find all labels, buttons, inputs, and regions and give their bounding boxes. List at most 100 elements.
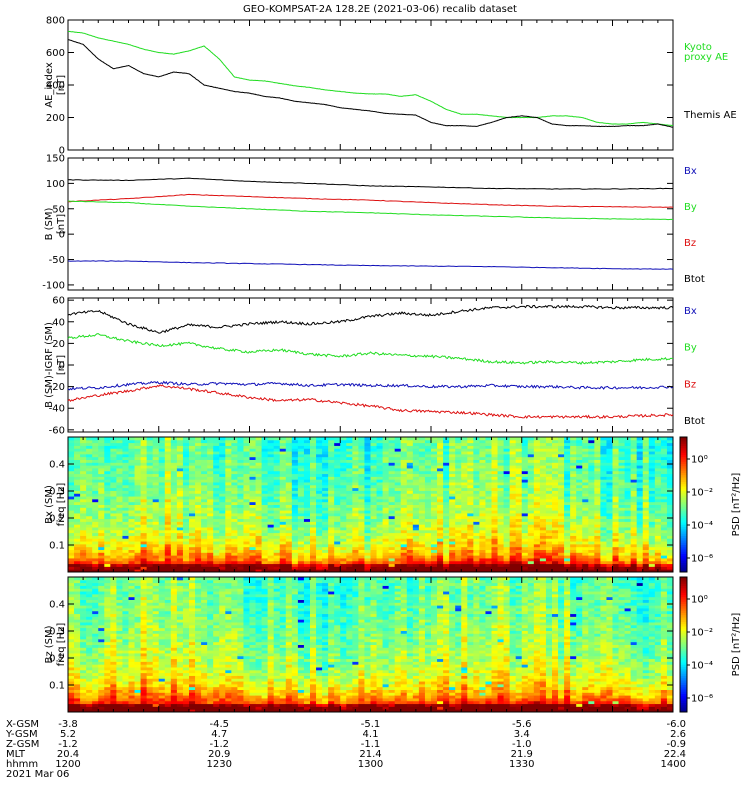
y-tick-label: 50 <box>52 204 65 215</box>
y-tick-label: 0.4 <box>49 460 65 471</box>
colorbar-label: PSD [nT²/Hz] <box>731 613 742 677</box>
orbit-row-label: MLT <box>6 749 26 760</box>
orbit-value: 4.1 <box>363 729 379 740</box>
y-tick-label: 0.2 <box>49 654 65 665</box>
orbit-value: -4.5 <box>209 719 229 730</box>
orbit-value: 1400 <box>661 759 686 770</box>
y-tick-label: 600 <box>46 48 65 59</box>
y-tick-label: -100 <box>42 280 65 291</box>
orbit-value: 3.4 <box>514 729 530 740</box>
colorbar-tick-label: 10⁻⁴ <box>691 521 713 532</box>
orbit-value: 20.4 <box>57 749 79 760</box>
series-line-bx <box>67 260 674 270</box>
y-tick-label: 400 <box>46 81 65 92</box>
plot-frame <box>67 19 674 151</box>
orbit-value: 5.2 <box>60 729 76 740</box>
orbit-value: 1230 <box>207 759 232 770</box>
y-tick-label: -40 <box>49 404 65 415</box>
y-tick-label: -20 <box>49 382 65 393</box>
y-tick-label: 0.1 <box>49 681 65 692</box>
orbit-value: 20.9 <box>208 749 230 760</box>
spectrogram-cells <box>68 437 674 573</box>
colorbar-tick-label: 10⁻² <box>691 488 713 499</box>
y-axis-unit: [nT] <box>56 355 67 375</box>
colorbar-tick-label: 10⁻⁶ <box>691 694 713 705</box>
orbit-value: -5.1 <box>361 719 381 730</box>
orbit-row-label: hhmm <box>6 759 38 770</box>
series-line-bz <box>67 384 674 419</box>
y-tick-label: 0.4 <box>49 600 65 611</box>
orbit-row-label: Y-GSM <box>5 729 38 740</box>
panel-bsm: -100 -50 0 50 100 150 B (SM) [nT] Bx By Bz Btot <box>42 154 705 292</box>
y-tick-label: 40 <box>52 317 65 328</box>
legend-btot: Btot <box>684 416 705 427</box>
orbit-row-label: Z-GSM <box>6 739 39 750</box>
panel-bigrf: -60 -40 -20 0 20 40 60 B (SM)-IGRF (SM) [nT] Bx By… <box>44 296 705 437</box>
y-tick-label: 0 <box>59 230 65 241</box>
series-line-kyoto-proxy-ae <box>67 30 674 127</box>
orbit-value: 21.9 <box>511 749 533 760</box>
y-tick-label: 800 <box>46 16 65 27</box>
y-tick-label: 0.3 <box>49 487 65 498</box>
y-tick-label: 60 <box>52 296 65 307</box>
legend-kyoto-proxy-ae: Kyoto <box>684 42 712 53</box>
colorbar-tick-label: 10⁻⁴ <box>691 661 713 672</box>
series-line-btot <box>67 177 674 190</box>
orbit-value: 21.4 <box>359 749 381 760</box>
y-tick-label: 200 <box>46 113 65 124</box>
chart-title: GEO-KOMPSAT-2A 128.2E (2021-03-06) recal… <box>243 4 517 15</box>
orbit-value: -6.0 <box>666 719 686 730</box>
y-axis-label: AE_index <box>44 62 55 108</box>
series-line-by <box>67 333 674 365</box>
colorbar-tick-label: 10⁻² <box>691 628 713 639</box>
legend-by: By <box>684 343 697 354</box>
y-axis-unit: freq [Hz] <box>56 623 67 667</box>
legend-by: By <box>684 202 697 213</box>
colorbar-tick-label: 10⁰ <box>691 595 708 606</box>
series-line-by <box>67 200 673 221</box>
legend-bz: Bz <box>684 379 696 390</box>
colorbar-frame <box>679 576 688 713</box>
date-label: 2021 Mar 06 <box>6 769 69 780</box>
y-tick-label: 0.2 <box>49 514 65 525</box>
colorbar-frame <box>679 436 688 573</box>
y-tick-label: 0.3 <box>49 627 65 638</box>
series-line-bz <box>68 193 674 208</box>
colorbar: 10⁰ 10⁻² 10⁻⁴ 10⁻⁶ PSD [nT²/Hz] <box>679 436 742 573</box>
orbit-table: X-GSM -3.8 -4.5 -5.1 -5.6 -6.0 Y-GSM 5.2 4.7 4.1 3… <box>5 719 686 780</box>
y-axis-unit: [nT] <box>56 75 67 95</box>
y-axis-label: B (SM) <box>44 207 55 240</box>
legend-btot: Btot <box>684 274 705 285</box>
plot-frame <box>67 157 674 291</box>
orbit-value: 1330 <box>509 759 534 770</box>
panel-bx_spec: 0.10.20.30.4Bx (SM) freq [Hz]10⁰10⁻²10⁻⁴1… <box>44 436 742 573</box>
spectrogram-cells <box>68 577 674 713</box>
y-tick-label: 150 <box>46 154 65 165</box>
orbit-value: -1.2 <box>58 739 78 750</box>
legend-bz: Bz <box>684 238 696 249</box>
y-tick-label: 0 <box>59 146 65 157</box>
y-tick-label: 0 <box>59 361 65 372</box>
orbit-value: 1200 <box>55 759 80 770</box>
y-axis-label: B (SM)-IGRF (SM) <box>44 322 55 408</box>
y-tick-label: -60 <box>49 425 65 436</box>
series-line-bx <box>67 380 674 391</box>
orbit-value: 4.7 <box>211 729 227 740</box>
orbit-value: -0.9 <box>666 739 686 750</box>
legend-bx: Bx <box>684 306 697 317</box>
y-tick-label: 0.1 <box>49 541 65 552</box>
panel-bz_spec: 0.10.20.30.4Bz (SM) freq [Hz]10⁰10⁻²10⁻⁴1… <box>44 576 742 713</box>
orbit-value: 22.4 <box>664 749 686 760</box>
colorbar-tick-label: 10⁰ <box>691 455 708 466</box>
legend-bx: Bx <box>684 166 697 177</box>
y-tick-label: 100 <box>46 179 65 190</box>
series-line-btot <box>67 304 674 334</box>
series-line-themis-ae <box>67 39 674 128</box>
y-axis-unit: freq [Hz] <box>56 483 67 527</box>
orbit-value: -1.1 <box>361 739 381 750</box>
orbit-value: -5.6 <box>512 719 532 730</box>
legend-kyoto-proxy-ae: proxy AE <box>684 52 728 63</box>
orbit-row-label: X-GSM <box>6 719 39 730</box>
